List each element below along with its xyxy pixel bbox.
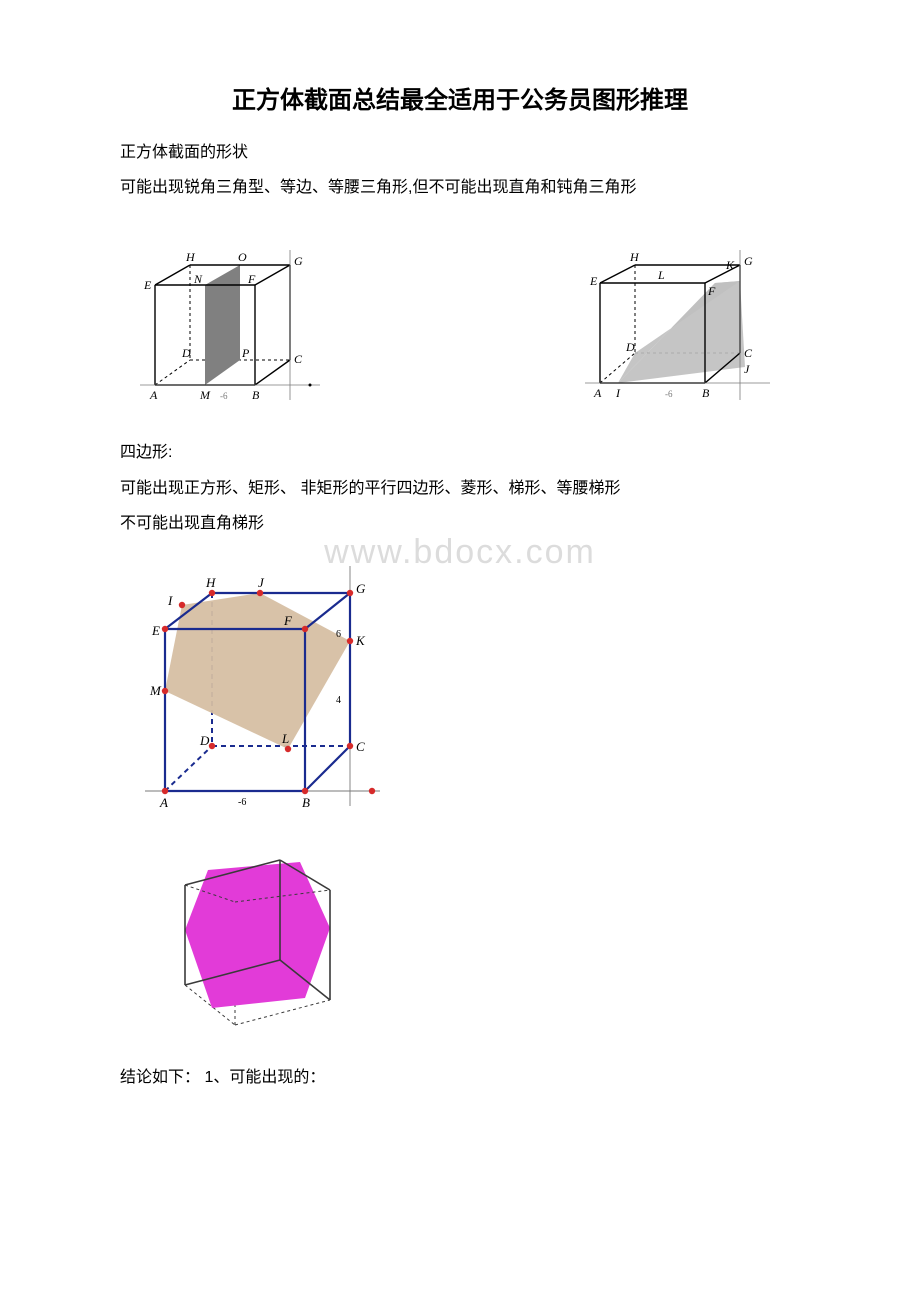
label-B: B bbox=[252, 388, 260, 402]
label-I: I bbox=[167, 593, 173, 608]
label-J: J bbox=[258, 575, 265, 590]
figure-cube-4 bbox=[150, 830, 360, 1050]
figure-cube-1: H O G E N F D C P A M B -6 bbox=[120, 225, 350, 415]
figure-cube-3: H J G I E F K M D L C A B 6 4 -6 bbox=[120, 551, 400, 821]
page-title: 正方体截面总结最全适用于公务员图形推理 bbox=[120, 80, 800, 115]
paragraph-2: 可能出现锐角三角型、等边、等腰三角形,但不可能出现直角和钝角三角形 bbox=[120, 170, 800, 205]
conclusion-text: 结论如下： 1、可能出现的： bbox=[120, 1060, 800, 1095]
paragraph-3: 四边形: bbox=[120, 435, 800, 470]
tick-n6: -6 bbox=[238, 797, 246, 808]
label-G: G bbox=[356, 581, 366, 596]
label-F: F bbox=[283, 613, 293, 628]
label-E: E bbox=[151, 623, 160, 638]
label-D: D bbox=[199, 733, 210, 748]
label-N: N bbox=[193, 272, 203, 286]
label-O: O bbox=[238, 250, 247, 264]
label-B: B bbox=[702, 386, 710, 400]
label-H: H bbox=[185, 250, 196, 264]
label-A: A bbox=[593, 386, 602, 400]
label-C: C bbox=[294, 352, 303, 366]
label-C: C bbox=[356, 739, 365, 754]
label-G: G bbox=[744, 254, 753, 268]
label-D: D bbox=[625, 340, 635, 354]
tick-6: 6 bbox=[336, 629, 341, 640]
label-I: I bbox=[615, 386, 621, 400]
label-P: P bbox=[241, 346, 250, 360]
label-A: A bbox=[149, 388, 158, 402]
label-M: M bbox=[149, 683, 162, 698]
label-H: H bbox=[205, 575, 216, 590]
label-H: H bbox=[629, 250, 640, 264]
label-C: C bbox=[744, 346, 753, 360]
label-E: E bbox=[589, 274, 598, 288]
figure-row-1: H O G E N F D C P A M B -6 bbox=[120, 225, 800, 415]
paragraph-1: 正方体截面的形状 bbox=[120, 135, 800, 170]
label-A: A bbox=[159, 795, 168, 810]
svg-text:-6: -6 bbox=[220, 391, 228, 401]
label-B: B bbox=[302, 795, 310, 810]
tick-4: 4 bbox=[336, 695, 341, 706]
label-L: L bbox=[281, 731, 289, 746]
label-K: K bbox=[725, 258, 735, 272]
label-F: F bbox=[247, 272, 256, 286]
label-E: E bbox=[143, 278, 152, 292]
label-G: G bbox=[294, 254, 303, 268]
label-M: M bbox=[199, 388, 211, 402]
svg-text:-6: -6 bbox=[665, 389, 673, 399]
label-D: D bbox=[181, 346, 191, 360]
figure-cube-2: H G E L K F D C J A I B -6 bbox=[570, 225, 800, 415]
label-K: K bbox=[355, 633, 366, 648]
label-F: F bbox=[707, 284, 716, 298]
label-J: J bbox=[744, 362, 750, 376]
paragraph-5: 不可能出现直角梯形 bbox=[120, 506, 800, 541]
label-L: L bbox=[657, 268, 665, 282]
paragraph-4: 可能出现正方形、矩形、 非矩形的平行四边形、菱形、梯形、等腰梯形 bbox=[120, 471, 800, 506]
